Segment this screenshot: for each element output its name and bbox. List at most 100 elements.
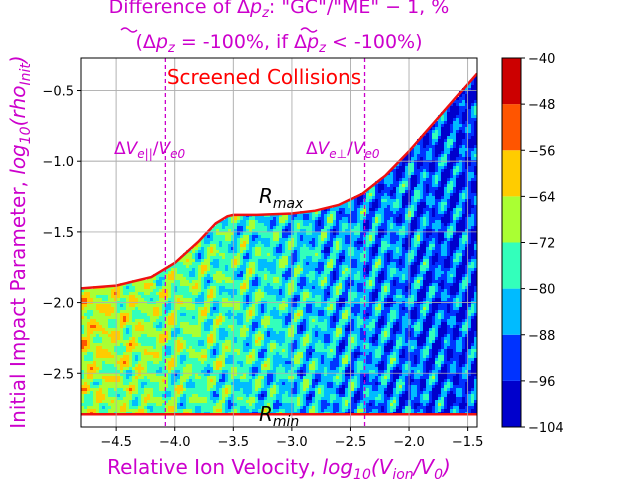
contour-cell — [273, 382, 277, 386]
contour-cell — [327, 403, 331, 407]
contour-cell — [228, 259, 232, 263]
contour-cell — [177, 376, 181, 380]
contour-cell — [264, 226, 268, 230]
contour-cell — [234, 295, 238, 299]
contour-cell — [261, 385, 265, 389]
contour-cell — [189, 307, 193, 311]
contour-cell — [255, 250, 259, 254]
contour-cell — [267, 376, 271, 380]
contour-cell — [186, 397, 190, 401]
contour-cell — [180, 397, 184, 401]
contour-cell — [228, 283, 232, 287]
contour-cell — [324, 400, 328, 404]
contour-cell — [201, 385, 205, 389]
contour-cell — [246, 232, 250, 236]
contour-cell — [87, 310, 91, 314]
contour-cell — [117, 346, 121, 350]
contour-cell — [192, 403, 196, 407]
contour-cell — [315, 280, 319, 284]
contour-cell — [105, 373, 109, 377]
contour-cell — [198, 331, 202, 335]
contour-cell — [102, 346, 106, 350]
contour-cell — [240, 328, 244, 332]
contour-cell — [156, 355, 160, 359]
contour-cell — [174, 367, 178, 371]
contour-cell — [213, 385, 217, 389]
contour-cell — [123, 325, 127, 329]
contour-cell — [144, 382, 148, 386]
contour-cell — [330, 373, 334, 377]
contour-cell — [270, 271, 274, 275]
contour-cell — [291, 280, 295, 284]
contour-cell — [186, 355, 190, 359]
contour-cell — [210, 274, 214, 278]
contour-cell — [213, 397, 217, 401]
contour-cell — [270, 265, 274, 269]
contour-cell — [141, 280, 145, 284]
contour-cell — [156, 331, 160, 335]
contour-cell — [228, 349, 232, 353]
contour-cell — [135, 340, 139, 344]
contour-cell — [147, 319, 151, 323]
contour-cell — [297, 391, 301, 395]
contour-cell — [327, 334, 331, 338]
contour-cell — [228, 382, 232, 386]
contour-cell — [84, 397, 88, 401]
contour-cell — [168, 283, 172, 287]
contour-cell — [309, 340, 313, 344]
contour-cell — [132, 316, 136, 320]
contour-cell — [288, 364, 292, 368]
contour-cell — [171, 331, 175, 335]
contour-cell — [234, 256, 238, 260]
contour-cell — [303, 289, 307, 293]
contour-cell — [99, 397, 103, 401]
contour-cell — [321, 367, 325, 371]
contour-cell — [309, 316, 313, 320]
contour-cell — [237, 265, 241, 269]
contour-cell — [195, 310, 199, 314]
contour-cell — [168, 328, 172, 332]
contour-cell — [156, 328, 160, 332]
contour-cell — [318, 247, 322, 251]
contour-cell — [288, 391, 292, 395]
contour-cell — [252, 217, 256, 221]
contour-cell — [306, 247, 310, 251]
contour-cell — [117, 349, 121, 353]
contour-cell — [264, 271, 268, 275]
contour-cell — [240, 247, 244, 251]
contour-cell — [306, 244, 310, 248]
contour-cell — [219, 343, 223, 347]
contour-cell — [336, 295, 340, 299]
contour-cell — [336, 274, 340, 278]
contour-cell — [150, 334, 154, 338]
contour-cell — [93, 394, 97, 398]
contour-cell — [213, 274, 217, 278]
contour-cell — [138, 280, 142, 284]
contour-cell — [339, 286, 343, 290]
contour-cell — [135, 298, 139, 302]
contour-cell — [330, 250, 334, 254]
contour-cell — [204, 394, 208, 398]
contour-cell — [180, 286, 184, 290]
contour-cell — [153, 340, 157, 344]
contour-cell — [285, 259, 289, 263]
contour-cell — [120, 358, 124, 362]
contour-cell — [222, 364, 226, 368]
contour-cell — [267, 409, 271, 413]
contour-cell — [198, 376, 202, 380]
contour-cell — [240, 217, 244, 221]
contour-cell — [213, 409, 217, 413]
contour-cell — [267, 286, 271, 290]
contour-cell — [99, 334, 103, 338]
contour-cell — [141, 403, 145, 407]
contour-cell — [288, 367, 292, 371]
contour-cell — [249, 394, 253, 398]
contour-cell — [84, 382, 88, 386]
contour-cell — [261, 250, 265, 254]
contour-cell — [138, 295, 142, 299]
contour-cell — [216, 400, 220, 404]
contour-cell — [111, 307, 115, 311]
contour-cell — [195, 307, 199, 311]
contour-cell — [282, 310, 286, 314]
contour-cell — [270, 235, 274, 239]
